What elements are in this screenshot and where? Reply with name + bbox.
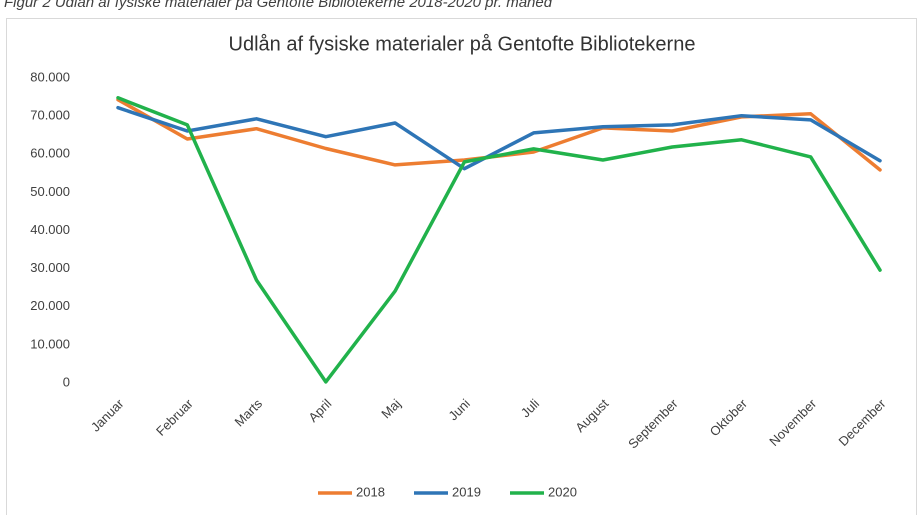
y-tick-label: 0 [63,374,70,389]
y-tick-label: 10.000 [30,336,70,351]
chart-title: Udlån af fysiske materialer på Gentofte … [229,33,696,55]
x-tick-label: September [625,395,681,451]
chart-frame [6,18,917,515]
series-line [116,105,882,171]
x-tick-label: Marts [232,396,266,430]
x-tick-label: April [305,396,334,425]
y-tick-label: 40.000 [30,222,70,237]
y-tick-label: 20.000 [30,298,70,313]
legend-label: 2019 [452,484,481,499]
legend-label: 2020 [548,484,577,499]
y-tick-label: 70.000 [30,108,70,123]
x-tick-label: Februar [153,395,196,438]
x-tick-label: August [572,396,611,435]
y-tick-label: 80.000 [30,69,70,84]
x-tick-label: Maj [378,396,403,421]
y-tick-label: 60.000 [30,146,70,161]
figure-caption: Figur 2 Udlån af fysiske materialer på G… [4,0,553,11]
series-line [116,97,882,172]
y-tick-label: 30.000 [30,260,70,275]
y-tick-label: 50.000 [30,184,70,199]
x-tick-label: Juni [445,396,473,424]
x-tick-label: Oktober [707,395,751,439]
series-line [116,96,882,384]
x-tick-label: Januar [88,395,127,434]
x-tick-label: November [766,395,819,448]
x-tick-label: Juli [518,396,542,420]
legend-label: 2018 [356,484,385,499]
x-tick-label: December [836,395,889,448]
